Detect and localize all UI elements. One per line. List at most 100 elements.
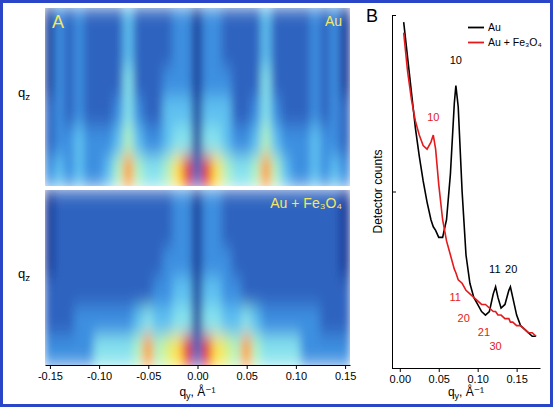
heatmap-cell: [290, 37, 301, 68]
heatmap-cell: [330, 277, 341, 307]
heatmap-cell: [64, 37, 75, 68]
heatmap-cell: [64, 8, 75, 38]
heatmap-cell: [143, 219, 154, 249]
heatmap-cell: [123, 67, 134, 98]
tick-label: 0.15: [506, 373, 527, 385]
heatmap-cell: [300, 126, 311, 157]
heatmap-cell: [113, 248, 124, 278]
tick-mark: [99, 365, 100, 369]
tick-mark: [392, 15, 396, 16]
tick: [392, 192, 396, 193]
heatmap-cell: [64, 156, 75, 186]
heatmap-cell: [94, 277, 105, 307]
heatmap-cell: [202, 219, 213, 249]
heatmap-cell: [261, 277, 272, 307]
heatmap-cell: [192, 8, 203, 38]
heatmap-cell: [84, 156, 95, 186]
heatmap-cell: [153, 67, 164, 98]
heatmap-cell: [133, 277, 144, 307]
heatmap-cell: [153, 190, 164, 220]
heatmap-cell: [310, 277, 321, 307]
heatmap-cell: [172, 306, 183, 336]
heatmap-cell: [133, 156, 144, 186]
annotation: 20: [505, 263, 517, 275]
heatmap-cell: [84, 277, 95, 307]
heatmap-cell: [202, 156, 213, 186]
heatmap-cell: [94, 67, 105, 98]
panel-title: Au + Fe₃O₄: [270, 195, 342, 211]
heatmap-cell: [271, 335, 282, 365]
heatmap-cell: [113, 97, 124, 128]
heatmap-cell: [330, 67, 341, 98]
heatmap-cell: [300, 156, 311, 186]
heatmap-cell: [182, 306, 193, 336]
heatmap-cell: [281, 219, 292, 249]
heatmap-cell: [84, 37, 95, 68]
heatmap-cell: [182, 156, 193, 186]
heatmap-cell: [104, 190, 115, 220]
heatmap-cell: [54, 37, 65, 68]
heatmap-cell: [94, 248, 105, 278]
heatmap-area: [45, 190, 350, 365]
heatmap-cell: [113, 156, 124, 186]
heatmap-cell: [123, 97, 134, 128]
heatmap-cell: [172, 37, 183, 68]
heatmap-cell: [222, 37, 233, 68]
heatmap-cell: [261, 306, 272, 336]
heatmap-cell: [123, 37, 134, 68]
heatmap-cell: [74, 219, 85, 249]
heatmap-cell: [74, 156, 85, 186]
heatmap-cell: [300, 335, 311, 365]
panel-a: AuqzAu + Fe₃O₄qzA-0.15-0.10-0.050.000.05…: [18, 8, 356, 402]
heatmap-cell: [231, 126, 242, 157]
tick-mark: [400, 368, 401, 372]
heatmap-cell: [222, 126, 233, 157]
heatmap-cell: [261, 126, 272, 157]
heatmap-cell: [202, 37, 213, 68]
heatmap-cell: [153, 8, 164, 38]
heatmap-cell: [281, 8, 292, 38]
heatmap-cell: [212, 156, 223, 186]
heatmap-cell: [182, 277, 193, 307]
heatmap-cell: [104, 219, 115, 249]
heatmap-cell: [94, 37, 105, 68]
heatmap-cell: [281, 37, 292, 68]
heatmap-cell: [123, 248, 134, 278]
heatmap-cell: [192, 306, 203, 336]
heatmap-cell: [300, 97, 311, 128]
heatmap-cell: [202, 67, 213, 98]
heatmap-cell: [74, 8, 85, 38]
tick: [392, 368, 396, 369]
heatmap-cell: [241, 335, 252, 365]
heatmap-cell: [261, 335, 272, 365]
heatmap-cell: [231, 248, 242, 278]
heatmap-cell: [133, 190, 144, 220]
heatmap-cell: [212, 306, 223, 336]
heatmap-cell: [113, 306, 124, 336]
heatmap-cell: [172, 67, 183, 98]
heatmap-cell: [310, 306, 321, 336]
heatmap-cell: [104, 248, 115, 278]
heatmap-cell: [143, 190, 154, 220]
heatmap-cell: [192, 97, 203, 128]
heatmap-cell: [45, 306, 55, 336]
heatmap-cell: [212, 335, 223, 365]
heatmap-cell: [113, 126, 124, 157]
heatmap-cell: [163, 219, 174, 249]
heatmap-cell: [340, 67, 350, 98]
heatmap-cell: [163, 190, 174, 220]
heatmap-cell: [143, 67, 154, 98]
heatmap-cell: [172, 156, 183, 186]
data-line: [404, 33, 536, 337]
heatmap-cell: [172, 335, 183, 365]
heatmap-cell: [74, 248, 85, 278]
heatmap-cell: [104, 97, 115, 128]
tick-label: 0.10: [286, 370, 307, 382]
heatmap-cell: [330, 335, 341, 365]
heatmap-cell: [241, 67, 252, 98]
heatmap-cell: [300, 8, 311, 38]
heatmap-cell: [113, 8, 124, 38]
heatmap-cell: [64, 126, 75, 157]
heatmap-cell: [222, 97, 233, 128]
heatmap-cell: [300, 219, 311, 249]
